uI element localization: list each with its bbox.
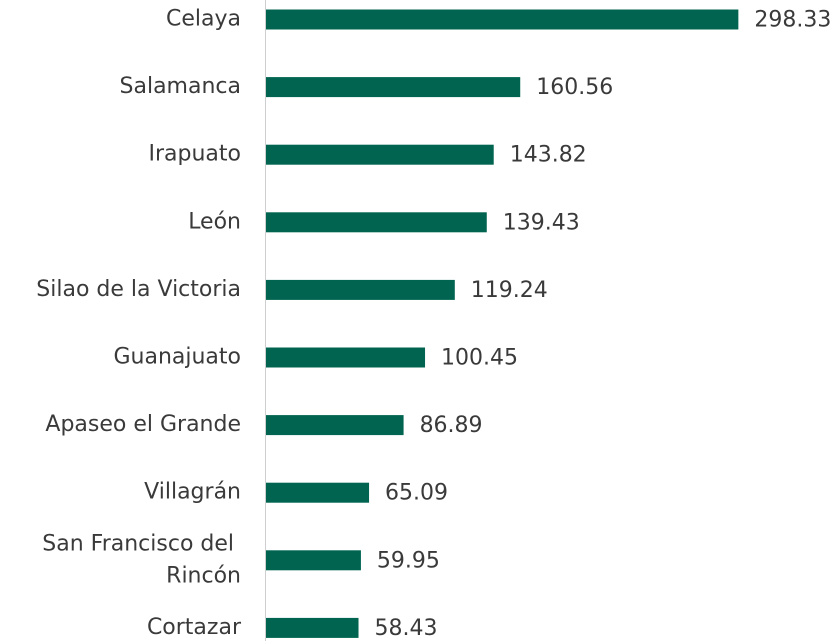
value-label: 58.43 [375,616,438,641]
value-label: 86.89 [420,413,483,438]
value-label: 160.56 [536,75,613,100]
category-label: San Francisco del Rincón [42,531,241,588]
value-label: 298.33 [754,8,831,33]
bar [266,9,739,30]
value-label: 139.43 [503,210,580,235]
value-label: 65.09 [385,481,448,506]
bar [266,77,521,98]
bar [266,144,494,165]
category-label: Guanajuato [113,345,241,370]
category-label: Cortazar [147,615,242,640]
bar [266,482,370,503]
value-label: 119.24 [471,278,548,303]
category-label: Villagrán [144,480,241,505]
category-label: Salamanca [120,74,241,99]
category-label: Celaya [166,7,241,32]
value-label: 59.95 [377,548,440,573]
value-label: 143.82 [510,143,587,168]
bar [266,279,455,300]
category-label: Silao de la Victoria [36,277,241,302]
bar [266,550,361,571]
bar [266,415,404,436]
bar [266,347,426,368]
bar [266,212,487,233]
category-label: León [188,209,241,234]
category-label: Irapuato [149,142,242,167]
value-label: 100.45 [441,346,518,371]
bar [266,617,359,638]
category-label: Apaseo el Grande [45,412,241,437]
